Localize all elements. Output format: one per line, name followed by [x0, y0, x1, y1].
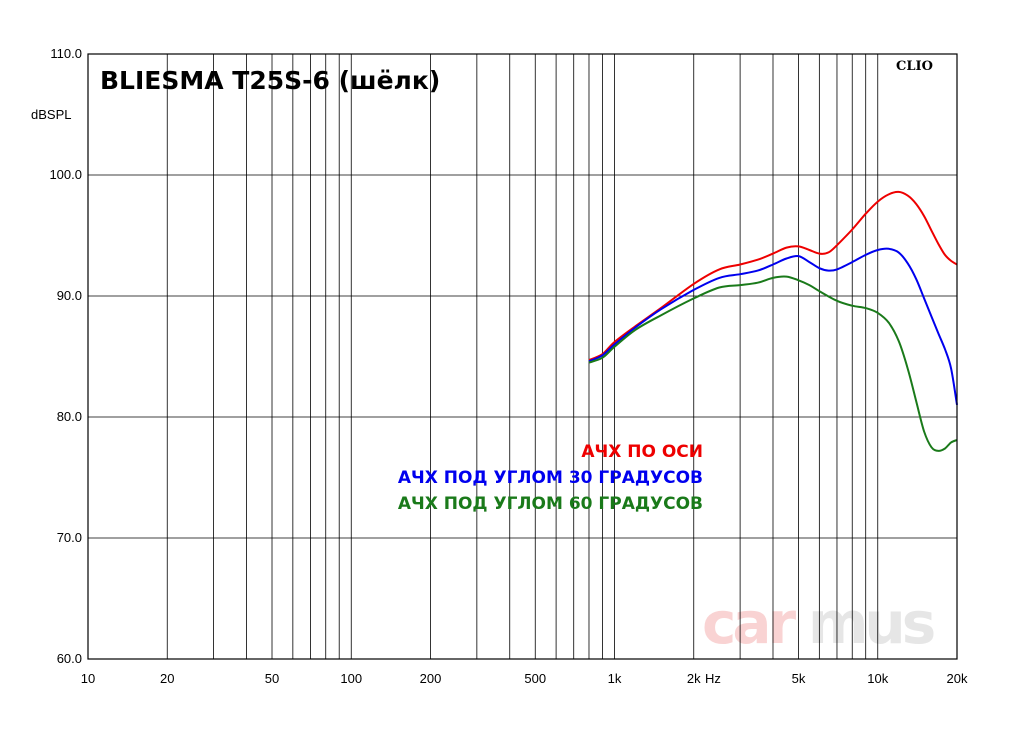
y-tick-label: 60.0: [57, 651, 82, 666]
chart-title: BLIESMA T25S-6 (шёлк): [100, 66, 440, 95]
x-tick-label: 20k: [947, 671, 968, 686]
y-tick-label: 110.0: [50, 46, 82, 61]
legend-item-60-degrees: АЧХ ПОД УГЛОМ 60 ГРАДУСОВ: [398, 494, 703, 514]
y-tick-label: 80.0: [57, 409, 82, 424]
y-axis-label: dBSPL: [31, 107, 71, 122]
y-tick-label: 70.0: [57, 530, 82, 545]
x-tick-label: 2k: [687, 671, 701, 686]
x-tick-label: 100: [340, 671, 362, 686]
x-tick-label: 10k: [867, 671, 888, 686]
y-tick-label: 90.0: [57, 288, 82, 303]
brand-label: CLIO: [896, 59, 933, 74]
x-tick-label: 200: [420, 671, 442, 686]
x-tick-label: 1k: [608, 671, 622, 686]
legend: АЧХ ПО ОСИ АЧХ ПОД УГЛОМ 30 ГРАДУСОВ АЧХ…: [398, 442, 703, 514]
x-axis-label: Hz: [705, 671, 721, 686]
x-tick-labels: 10 20 50 100 200 500 1k 2k 5k 10k 20k: [81, 671, 968, 686]
x-tick-label: 10: [81, 671, 95, 686]
legend-item-on-axis: АЧХ ПО ОСИ: [581, 442, 703, 462]
y-tick-labels: 110.0 100.0 90.0 80.0 70.0 60.0: [49, 46, 82, 666]
series-line-1: [588, 247, 958, 406]
grid: [88, 54, 957, 659]
x-tick-label: 50: [265, 671, 279, 686]
legend-item-30-degrees: АЧХ ПОД УГЛОМ 30 ГРАДУСОВ: [398, 468, 703, 488]
x-tick-label: 500: [524, 671, 546, 686]
plot-frame: [87, 53, 958, 660]
series-group: [588, 190, 958, 452]
x-tick-label: 5k: [792, 671, 806, 686]
y-tick-label: 100.0: [49, 167, 82, 182]
series-line-2: [588, 275, 958, 452]
watermark-part2: mus: [808, 589, 934, 657]
watermark: car mus: [702, 589, 938, 657]
x-tick-label: 20: [160, 671, 174, 686]
series-line-0: [588, 190, 958, 362]
watermark-part1: car: [702, 589, 797, 657]
